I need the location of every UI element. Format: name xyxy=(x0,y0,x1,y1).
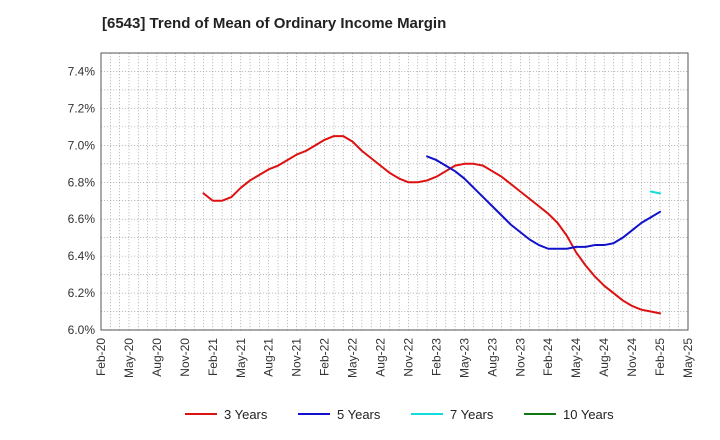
plot-frame xyxy=(100,52,689,331)
x-tick-label: Nov-22 xyxy=(401,338,415,377)
x-tick-label: Feb-20 xyxy=(94,338,108,376)
legend-label: 7 Years xyxy=(450,407,494,422)
chart-title: [6543] Trend of Mean of Ordinary Income … xyxy=(102,15,447,32)
legend-label: 10 Years xyxy=(563,407,614,422)
axis-layer: 6.0% 6.2% 6.4% 6.6% 6.8% 7.0% 7.2% 7.4% Feb-20 Ma… xyxy=(68,52,695,378)
y-tick-label: 7.0% xyxy=(68,138,96,152)
x-tick-label: Feb-24 xyxy=(541,338,555,376)
series-line xyxy=(649,190,662,195)
x-tick-label: May-20 xyxy=(122,338,136,378)
grid-layer xyxy=(101,53,688,330)
x-tick-label: Aug-21 xyxy=(262,338,276,377)
legend-label: 3 Years xyxy=(224,407,268,422)
x-tick-label: May-25 xyxy=(681,338,695,378)
x-tick-label: Aug-20 xyxy=(150,338,164,377)
x-tick-label: May-23 xyxy=(457,338,471,378)
x-tick-label: Nov-23 xyxy=(513,338,527,377)
x-tick-label: May-21 xyxy=(234,338,248,378)
y-tick-label: 7.2% xyxy=(68,101,96,115)
x-tick-label: Feb-23 xyxy=(429,338,443,376)
x-tick-label: Feb-25 xyxy=(653,338,667,376)
x-tick-label: Nov-24 xyxy=(625,338,639,377)
series-layer xyxy=(202,135,662,315)
y-tick-label: 6.2% xyxy=(68,286,96,300)
x-tick-label: Feb-22 xyxy=(318,338,332,376)
y-tick-label: 6.8% xyxy=(68,175,96,189)
x-tick-label: May-22 xyxy=(346,338,360,378)
x-tick-label: Aug-22 xyxy=(374,338,388,377)
y-tick-label: 6.4% xyxy=(68,249,96,263)
x-tick-label: Aug-24 xyxy=(597,338,611,377)
series-line xyxy=(426,155,662,250)
x-tick-label: Feb-21 xyxy=(206,338,220,376)
x-tick-label: May-24 xyxy=(569,338,583,378)
x-tick-label: Nov-20 xyxy=(178,338,192,377)
x-tick-label: Aug-23 xyxy=(485,338,499,377)
y-tick-label: 7.4% xyxy=(68,64,96,78)
y-tick-label: 6.0% xyxy=(68,323,96,337)
legend-layer: 3 Years 5 Years 7 Years 10 Years xyxy=(185,407,614,422)
x-tick-label: Nov-21 xyxy=(290,338,304,377)
legend-label: 5 Years xyxy=(337,407,381,422)
series-line xyxy=(202,135,662,315)
y-tick-label: 6.6% xyxy=(68,212,96,226)
